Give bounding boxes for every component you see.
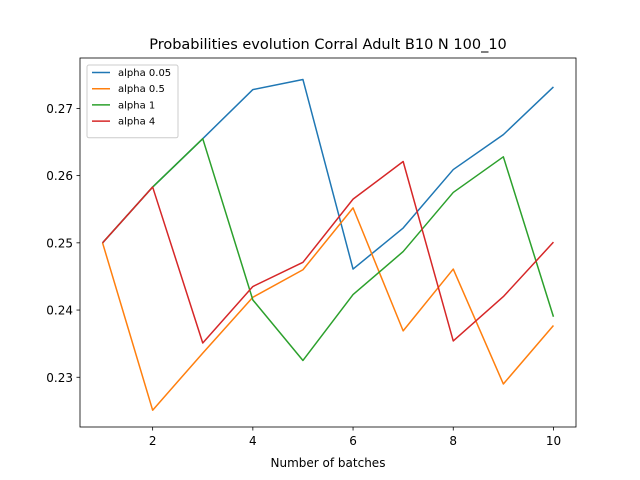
legend-label-1: alpha 0.5 bbox=[118, 84, 165, 95]
series-line-3 bbox=[101, 160, 555, 344]
y-tick-label: 0.23 bbox=[46, 371, 73, 385]
x-axis-label: Number of batches bbox=[271, 456, 386, 470]
y-axis: 0.23 0.24 0.25 0.26 0.27 bbox=[46, 102, 80, 385]
y-tick-label: 0.24 bbox=[46, 304, 73, 318]
y-tick-label: 0.26 bbox=[46, 169, 73, 183]
y-tick-label: 0.25 bbox=[46, 236, 73, 250]
x-tick-label: 10 bbox=[546, 434, 561, 448]
series-line-1 bbox=[101, 207, 555, 411]
x-axis: 2 4 6 8 10 bbox=[149, 427, 561, 448]
legend-label-2: alpha 1 bbox=[118, 100, 155, 111]
legend-box bbox=[86, 64, 179, 139]
chart-title: Probabilities evolution Corral Adult B10… bbox=[149, 37, 507, 53]
x-tick-label: 6 bbox=[349, 434, 357, 448]
y-tick-label: 0.27 bbox=[46, 102, 73, 116]
legend-label-0: alpha 0.05 bbox=[118, 68, 171, 79]
plot-area bbox=[79, 57, 577, 428]
x-tick-label: 4 bbox=[249, 434, 257, 448]
x-tick-label: 2 bbox=[149, 434, 157, 448]
legend-label-3: alpha 4 bbox=[118, 117, 155, 128]
x-tick-label: 8 bbox=[449, 434, 457, 448]
legend: alpha 0.05 alpha 0.5 alpha 1 alpha 4 bbox=[86, 64, 179, 139]
series-line-2 bbox=[101, 137, 555, 362]
